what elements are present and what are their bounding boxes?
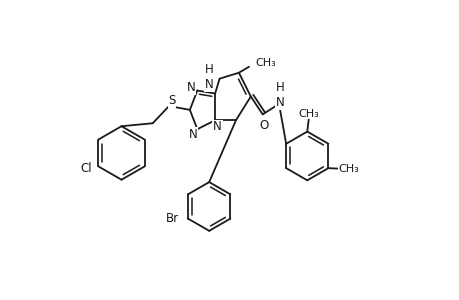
Text: S: S [168,94,175,107]
Text: CH₃: CH₃ [337,164,358,174]
Text: CH₃: CH₃ [298,109,319,119]
Text: N: N [186,81,195,94]
Text: O: O [259,119,268,132]
Text: Cl: Cl [80,162,91,175]
Text: H
N: H N [204,63,213,91]
Text: H
N: H N [275,81,284,109]
Text: Br: Br [166,212,179,225]
Text: N: N [188,128,197,141]
Text: CH₃: CH₃ [254,58,275,68]
Text: N: N [213,120,221,133]
